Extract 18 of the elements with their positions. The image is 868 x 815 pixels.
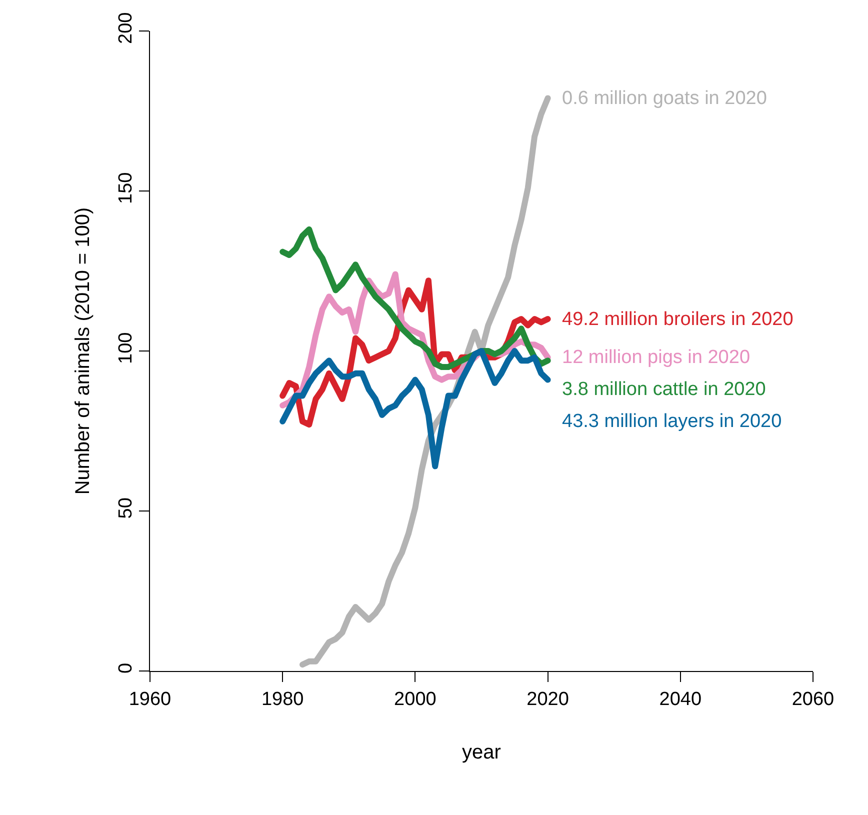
y-tick-label: 100 bbox=[115, 332, 136, 364]
series-label: 3.8 million cattle in 2020 bbox=[562, 379, 766, 400]
series-label: 43.3 million layers in 2020 bbox=[562, 411, 782, 432]
y-tick-label: 0 bbox=[115, 662, 136, 674]
y-tick-label: 150 bbox=[115, 172, 136, 204]
x-tick-label: 2040 bbox=[659, 688, 702, 710]
series-label: 12 million pigs in 2020 bbox=[562, 347, 750, 368]
x-tick-label: 2020 bbox=[526, 688, 569, 710]
x-tick-label: 1980 bbox=[261, 688, 304, 710]
y-tick-label: 200 bbox=[115, 12, 136, 44]
series-label: 49.2 million broilers in 2020 bbox=[562, 309, 794, 330]
x-axis-title: year bbox=[462, 741, 502, 764]
series-label: 0.6 million goats in 2020 bbox=[562, 88, 767, 109]
x-tick-label: 2060 bbox=[792, 688, 834, 710]
y-axis-title: Number of animals (2010 = 100) bbox=[72, 207, 94, 495]
y-tick-label: 50 bbox=[115, 498, 136, 519]
x-tick-label: 2000 bbox=[394, 688, 436, 710]
x-tick-label: 1960 bbox=[128, 688, 172, 710]
